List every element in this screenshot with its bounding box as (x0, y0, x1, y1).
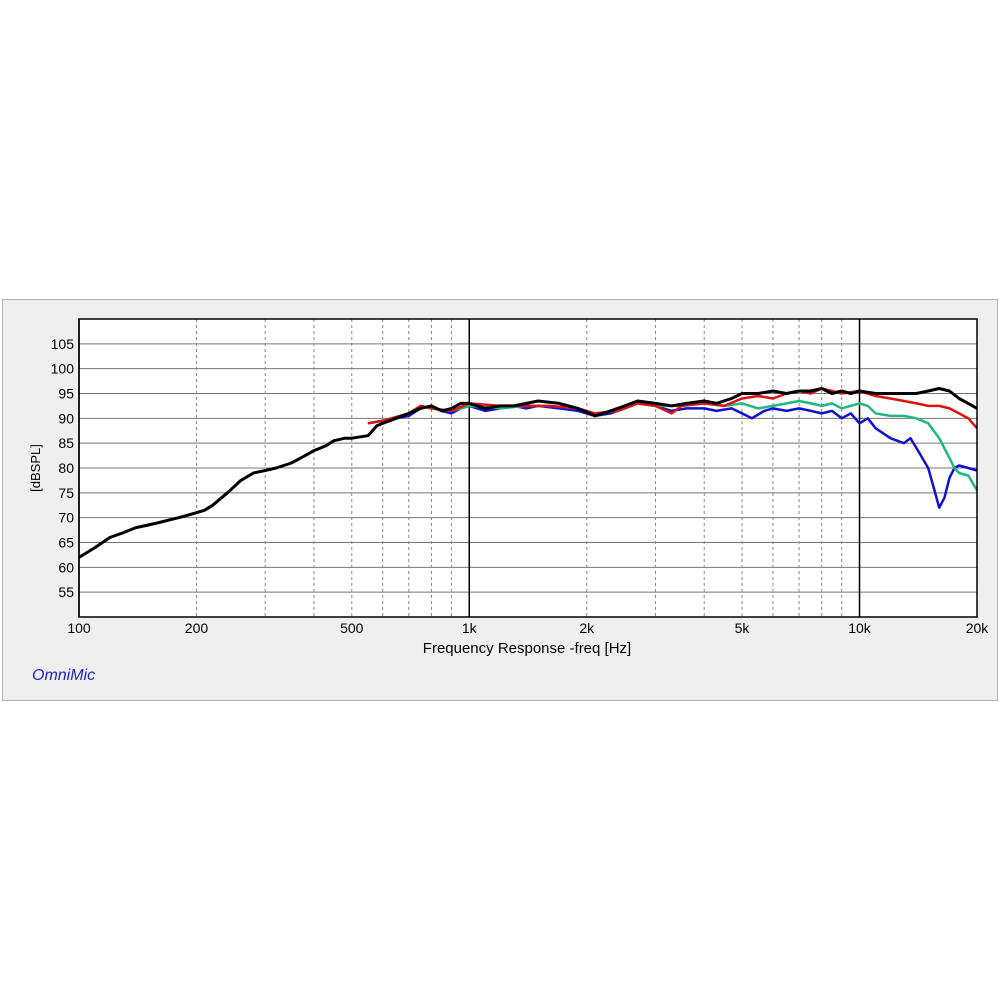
x-tick-label: 10k (848, 620, 872, 636)
x-tick-label: 5k (735, 620, 751, 636)
tick-labels: 55 60 65 70 75 80 85 90 95 100 105 100 200 500 1k 2k 5k 1… (51, 336, 990, 636)
y-axis-label: [dBSPL] (28, 444, 43, 492)
x-tick-label: 100 (67, 620, 91, 636)
y-tick-label: 100 (51, 361, 75, 377)
y-tick-label: 75 (58, 485, 74, 501)
y-tick-label: 55 (58, 584, 74, 600)
x-tick-label: 500 (340, 620, 364, 636)
omnimic-brand-label: OmniMic (32, 667, 96, 684)
y-tick-label: 65 (58, 535, 74, 551)
y-tick-label: 60 (58, 559, 74, 575)
x-axis-label: Frequency Response -freq [Hz] (423, 640, 631, 657)
series-line (78, 387, 978, 559)
x-tick-label: 1k (462, 620, 478, 636)
series-layer (78, 387, 979, 559)
y-tick-label: 105 (51, 336, 75, 352)
y-tick-label: 90 (58, 410, 74, 426)
y-tick-label: 85 (58, 435, 74, 451)
x-tick-label: 200 (185, 620, 209, 636)
y-tick-label: 80 (58, 460, 74, 476)
series-line (367, 387, 978, 430)
y-tick-label: 70 (58, 510, 74, 526)
x-tick-label: 20k (966, 620, 990, 636)
y-tick-label: 95 (58, 386, 74, 402)
x-tick-label: 2k (579, 620, 595, 636)
plot-frame (78, 318, 978, 618)
grid (78, 319, 978, 617)
